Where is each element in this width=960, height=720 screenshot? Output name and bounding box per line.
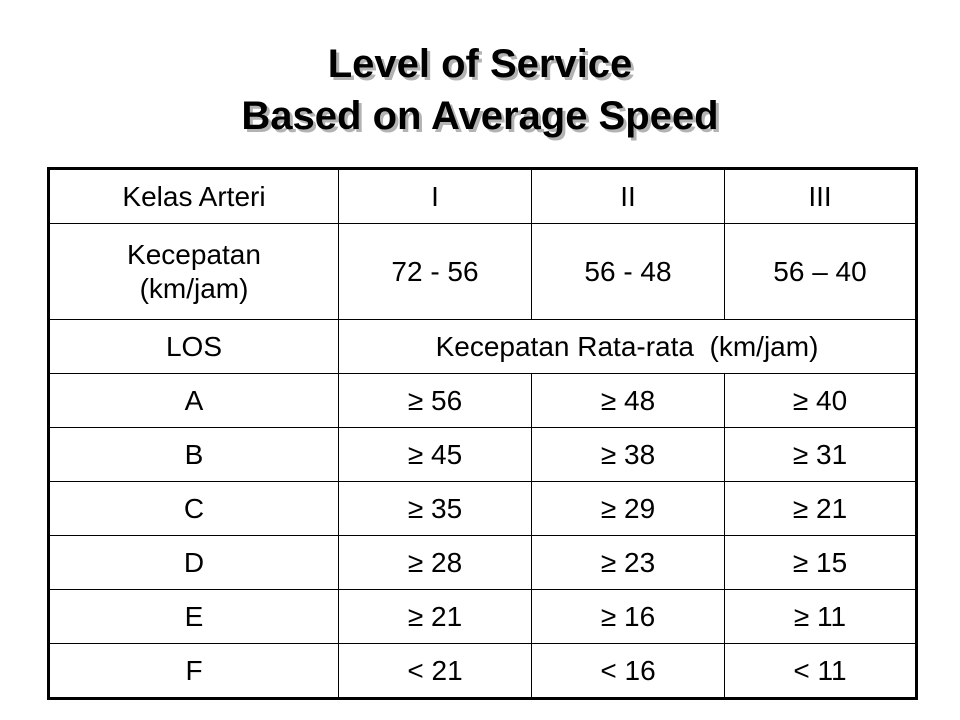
value-cell: ≥ 56: [338, 373, 532, 428]
title-line-1: Level of Service: [327, 42, 633, 86]
value-cell: ≥ 21: [724, 481, 917, 536]
speed-range-cell: 72 - 56: [338, 223, 532, 320]
value-cell: ≥ 15: [724, 535, 917, 590]
value-cell: < 21: [338, 643, 532, 699]
page-title: Level of Service Based on Average Speed: [0, 38, 960, 142]
los-span-label-cell: Kecepatan Rata-rata (km/jam): [338, 319, 917, 374]
speed-label-cell: Kecepatan (km/jam): [48, 223, 339, 320]
header-class-cell: III: [724, 168, 917, 224]
value-cell: < 11: [724, 643, 917, 699]
los-label-row: LOS Kecepatan Rata-rata (km/jam): [48, 319, 917, 374]
header-label-cell: Kelas Arteri: [48, 168, 339, 224]
value-cell: < 16: [531, 643, 725, 699]
grade-cell: D: [48, 535, 339, 590]
header-class-cell: II: [531, 168, 725, 224]
los-label-cell: LOS: [48, 319, 339, 374]
value-cell: ≥ 21: [338, 589, 532, 644]
los-table: Kelas Arteri I II III Kecepatan (km/jam)…: [47, 167, 918, 700]
value-cell: ≥ 48: [531, 373, 725, 428]
table-row: F < 21 < 16 < 11: [48, 643, 917, 699]
value-cell: ≥ 40: [724, 373, 917, 428]
value-cell: ≥ 31: [724, 427, 917, 482]
table-header-row: Kelas Arteri I II III: [48, 168, 917, 224]
value-cell: ≥ 35: [338, 481, 532, 536]
value-cell: ≥ 29: [531, 481, 725, 536]
header-class-cell: I: [338, 168, 532, 224]
grade-cell: F: [48, 643, 339, 699]
table-row: A ≥ 56 ≥ 48 ≥ 40: [48, 373, 917, 428]
speed-label-line-2: (km/jam): [139, 272, 249, 304]
speed-range-cell: 56 - 48: [531, 223, 725, 320]
value-cell: ≥ 23: [531, 535, 725, 590]
speed-range-cell: 56 – 40: [724, 223, 917, 320]
table-row: D ≥ 28 ≥ 23 ≥ 15: [48, 535, 917, 590]
grade-cell: E: [48, 589, 339, 644]
table-row: C ≥ 35 ≥ 29 ≥ 21: [48, 481, 917, 536]
grade-cell: A: [48, 373, 339, 428]
value-cell: ≥ 45: [338, 427, 532, 482]
speed-label-line-1: Kecepatan: [127, 238, 261, 270]
title-line-2: Based on Average Speed: [241, 94, 719, 138]
table-row: E ≥ 21 ≥ 16 ≥ 11: [48, 589, 917, 644]
table-row: B ≥ 45 ≥ 38 ≥ 31: [48, 427, 917, 482]
value-cell: ≥ 16: [531, 589, 725, 644]
value-cell: ≥ 11: [724, 589, 917, 644]
grade-cell: B: [48, 427, 339, 482]
value-cell: ≥ 28: [338, 535, 532, 590]
speed-range-row: Kecepatan (km/jam) 72 - 56 56 - 48 56 – …: [48, 223, 917, 320]
grade-cell: C: [48, 481, 339, 536]
value-cell: ≥ 38: [531, 427, 725, 482]
